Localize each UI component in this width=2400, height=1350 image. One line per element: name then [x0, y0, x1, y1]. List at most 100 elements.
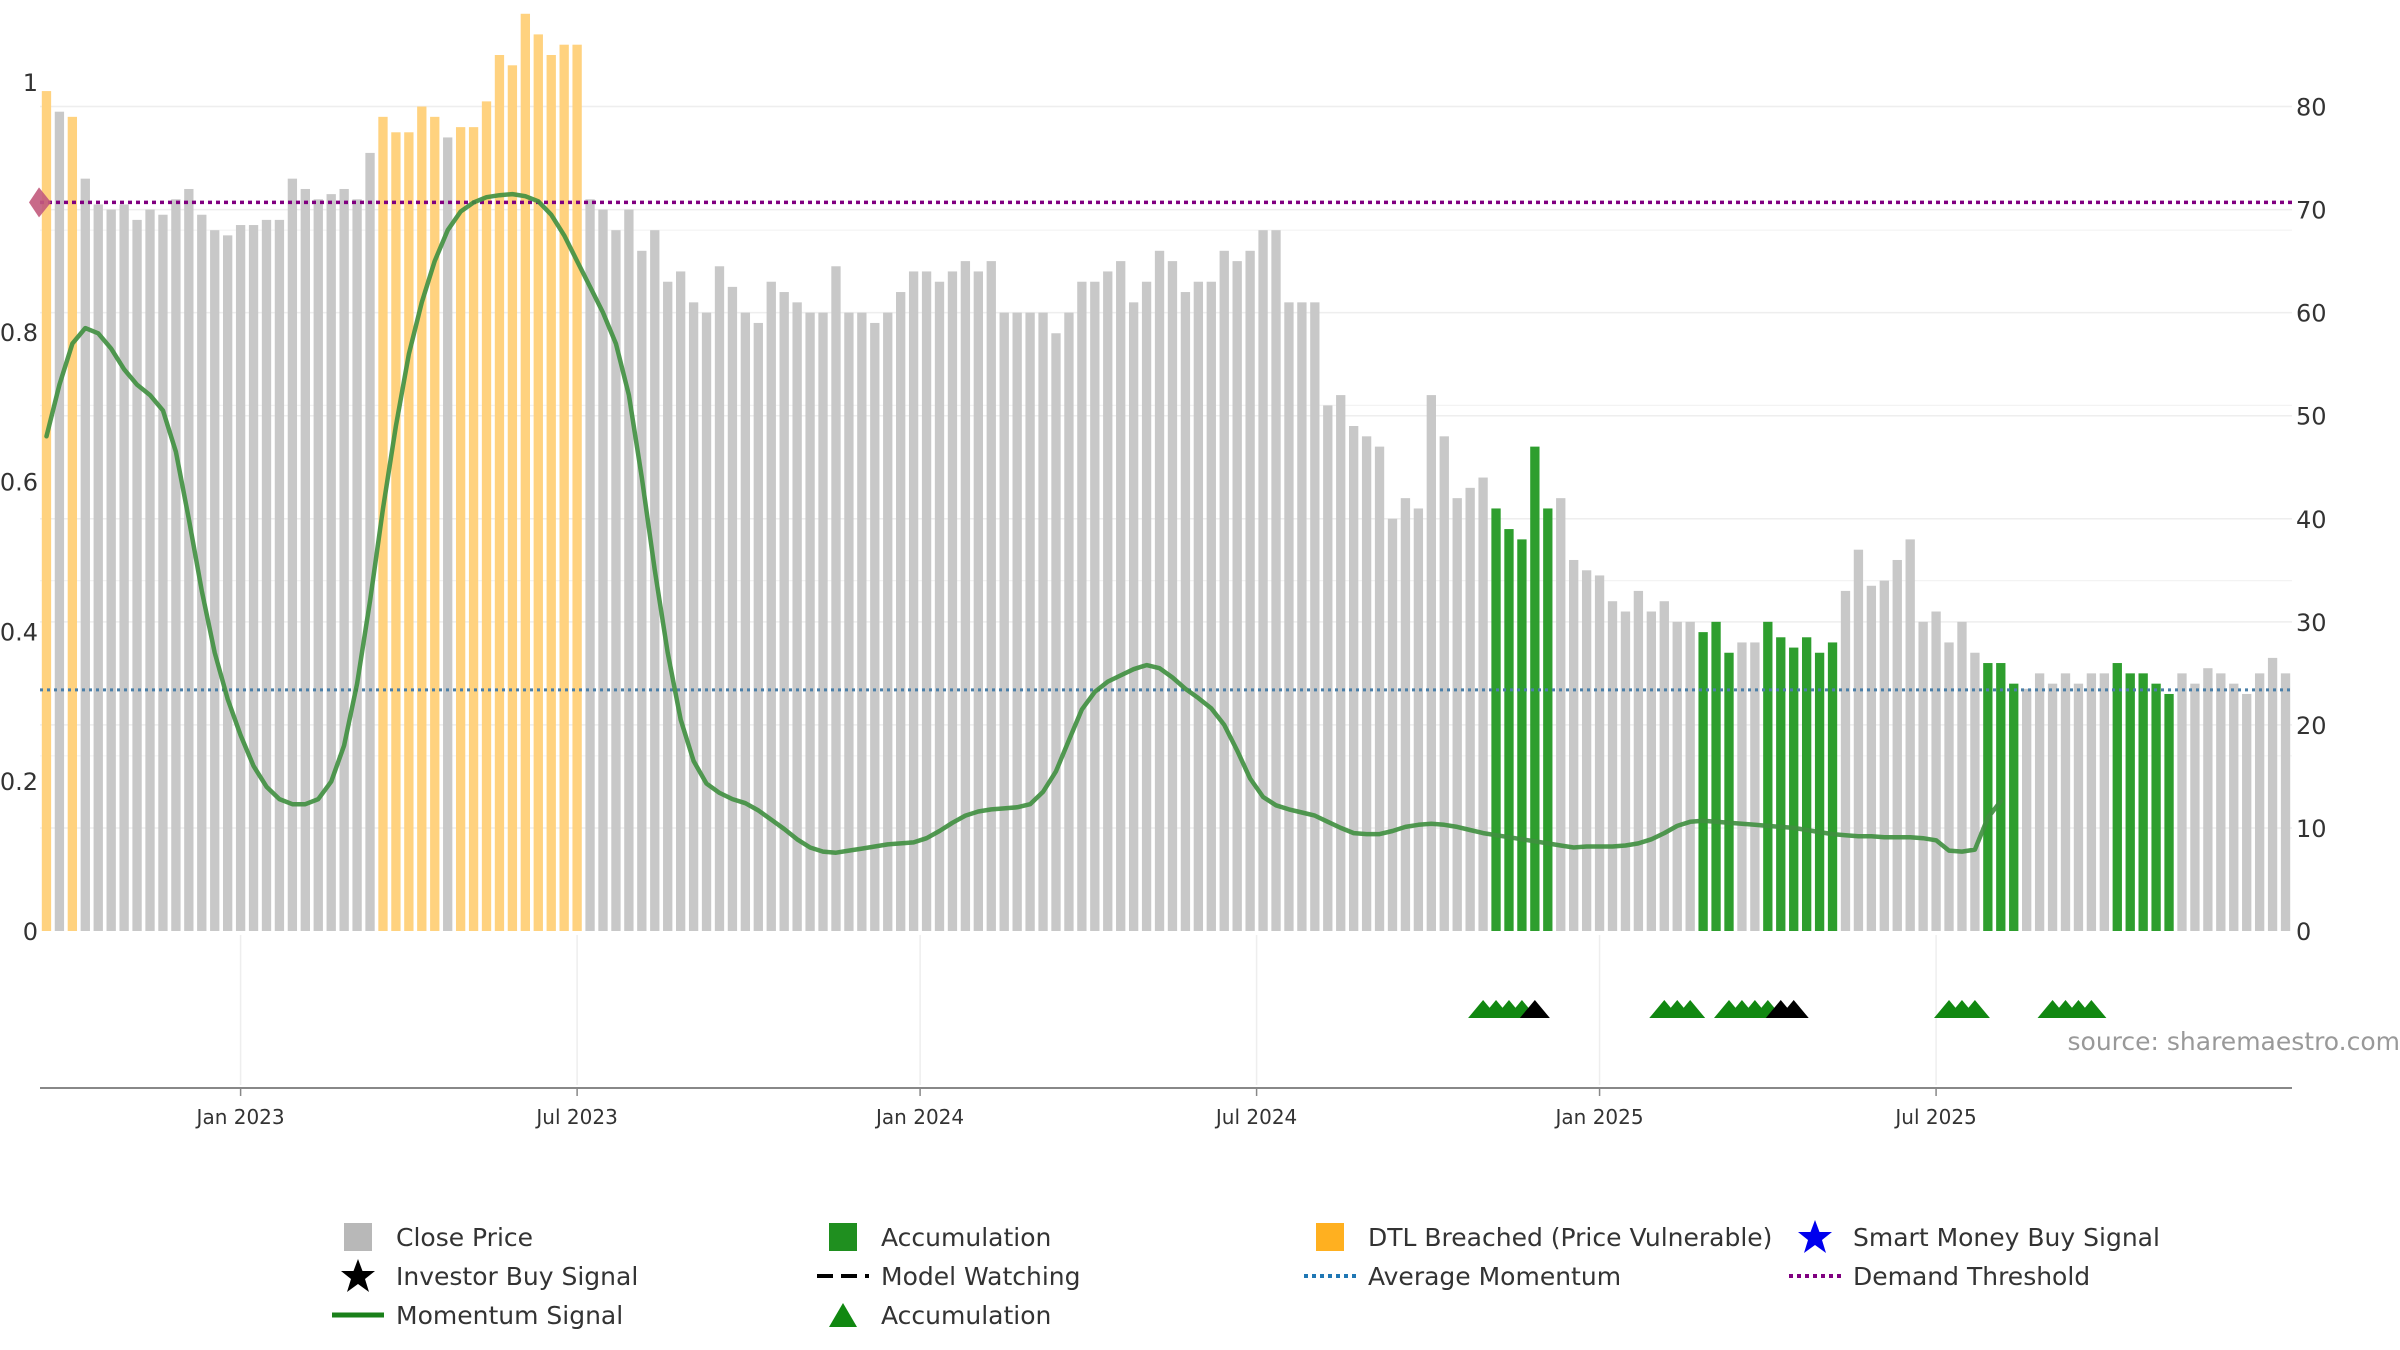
- close-price-bar: [624, 209, 634, 931]
- close-price-bar: [1232, 261, 1242, 931]
- close-price-bar: [1387, 518, 1398, 931]
- close-price-bar: [1918, 621, 1928, 931]
- close-price-bar: [934, 281, 945, 932]
- dtl-breached-bar: [41, 91, 52, 932]
- close-price-bar: [210, 230, 220, 931]
- legend-label: Accumulation: [881, 1300, 1052, 1330]
- legend: Close Price Accumulation DTL Breached (Pri…: [0, 1200, 2400, 1330]
- close-price-bar: [1103, 271, 1113, 931]
- close-price-bar: [1141, 281, 1152, 932]
- close-price-bar: [1672, 621, 1682, 931]
- right-axis-tick-label: 50: [2296, 403, 2327, 431]
- close-price-bar: [158, 214, 168, 931]
- close-price-bar: [675, 271, 686, 931]
- close-price-bar: [585, 199, 595, 931]
- star-icon: [1798, 1220, 1832, 1253]
- right-axis-tick-label: 10: [2296, 815, 2327, 843]
- close-price-bar: [2203, 668, 2213, 931]
- legend-label: Smart Money Buy Signal: [1853, 1222, 2160, 1252]
- close-price-bar: [1154, 250, 1165, 931]
- close-price-bar: [1439, 436, 1449, 931]
- close-price-bar: [171, 199, 181, 931]
- legend-item: Accumulation: [815, 1218, 1051, 1256]
- close-price-bar: [753, 322, 763, 931]
- legend-swatch: [815, 1296, 871, 1334]
- square-icon: [1316, 1223, 1344, 1251]
- dtl-breached-bar: [417, 106, 427, 931]
- close-price-bar: [1452, 498, 1462, 931]
- legend-swatch: [1302, 1218, 1358, 1256]
- close-price-bar: [235, 225, 246, 931]
- right-axis-tick-label: 20: [2296, 712, 2327, 740]
- close-price-bar: [1970, 652, 1980, 931]
- close-price-bar: [1594, 575, 1605, 931]
- close-price-bar: [883, 312, 893, 931]
- close-price-bar: [973, 271, 983, 931]
- dtl-breached-bar: [559, 44, 569, 932]
- legend-item: Smart Money Buy Signal: [1787, 1218, 2160, 1256]
- close-price-bar: [999, 312, 1009, 931]
- close-price-bar: [313, 199, 323, 931]
- dtl-breached-bar: [533, 34, 543, 931]
- right-axis-tick-label: 0: [2296, 918, 2311, 946]
- triangle-icon: [829, 1303, 857, 1327]
- legend-item: Model Watching: [815, 1257, 1081, 1295]
- right-axis-tick-label: 30: [2296, 609, 2327, 637]
- left-axis-tick-label: 0.6: [0, 469, 38, 497]
- accumulation-bar: [2009, 683, 2019, 931]
- legend-swatch: [330, 1296, 386, 1334]
- momentum-signal-line: [44, 191, 2004, 855]
- accumulation-bar: [2138, 673, 2148, 931]
- legend-item: DTL Breached (Price Vulnerable): [1302, 1218, 1772, 1256]
- close-price-bar: [1569, 559, 1579, 931]
- legend-item: Investor Buy Signal: [330, 1257, 638, 1295]
- dotted-line-icon: [1789, 1274, 1841, 1278]
- right-axis-tick-label: 70: [2296, 197, 2327, 225]
- dotted-line-icon: [1304, 1274, 1356, 1278]
- close-price-bar: [2280, 673, 2291, 931]
- close-price-bar: [818, 312, 828, 931]
- x-axis-tick-label: Jul 2025: [1893, 1105, 1976, 1129]
- accumulation-bar: [2151, 683, 2161, 931]
- close-price-bar: [2177, 673, 2187, 931]
- close-price-bar: [2229, 683, 2239, 931]
- close-price-bar: [870, 322, 880, 931]
- dtl-breached-bar: [404, 132, 414, 931]
- close-price-bar: [1336, 395, 1346, 931]
- close-price-bar: [1349, 426, 1359, 931]
- close-price-bar: [1426, 395, 1436, 931]
- close-price-bar: [792, 302, 802, 931]
- dtl-breached-bar: [391, 132, 401, 931]
- close-price-bar: [1879, 580, 1889, 931]
- left-axis-tick-label: 0.4: [0, 618, 38, 646]
- legend-label: Investor Buy Signal: [396, 1261, 639, 1291]
- legend-swatch: [1787, 1257, 1843, 1295]
- close-price-bar: [2034, 673, 2045, 931]
- x-axis-tick-label: Jan 2024: [874, 1105, 964, 1129]
- square-icon: [344, 1223, 372, 1251]
- close-price-bar: [598, 209, 608, 931]
- close-price-bar: [1931, 611, 1941, 931]
- close-price-bar: [2047, 683, 2058, 931]
- close-price-bar: [2242, 693, 2252, 931]
- close-price-bar: [197, 214, 207, 931]
- close-price-bar: [1077, 281, 1087, 932]
- close-price-bar: [896, 292, 906, 932]
- close-price-bar: [1685, 621, 1695, 931]
- close-price-bar: [287, 178, 298, 931]
- close-price-bar: [766, 281, 776, 932]
- close-price-bar: [145, 209, 155, 931]
- x-axis-tick-label: Jul 2024: [1214, 1105, 1297, 1129]
- close-price-bar: [2190, 683, 2200, 931]
- legend-label: Momentum Signal: [396, 1300, 624, 1330]
- accumulation-bar: [1491, 508, 1501, 931]
- close-price-bar: [1400, 498, 1411, 931]
- close-price-bar: [2073, 683, 2084, 931]
- close-price-bar: [857, 312, 867, 931]
- x-axis-tick-label: Jan 2025: [1554, 1105, 1644, 1129]
- legend-label: Average Momentum: [1368, 1261, 1622, 1291]
- close-price-bar: [1750, 642, 1760, 931]
- right-axis-tick-label: 60: [2296, 300, 2327, 328]
- accumulation-bar: [1724, 652, 1734, 931]
